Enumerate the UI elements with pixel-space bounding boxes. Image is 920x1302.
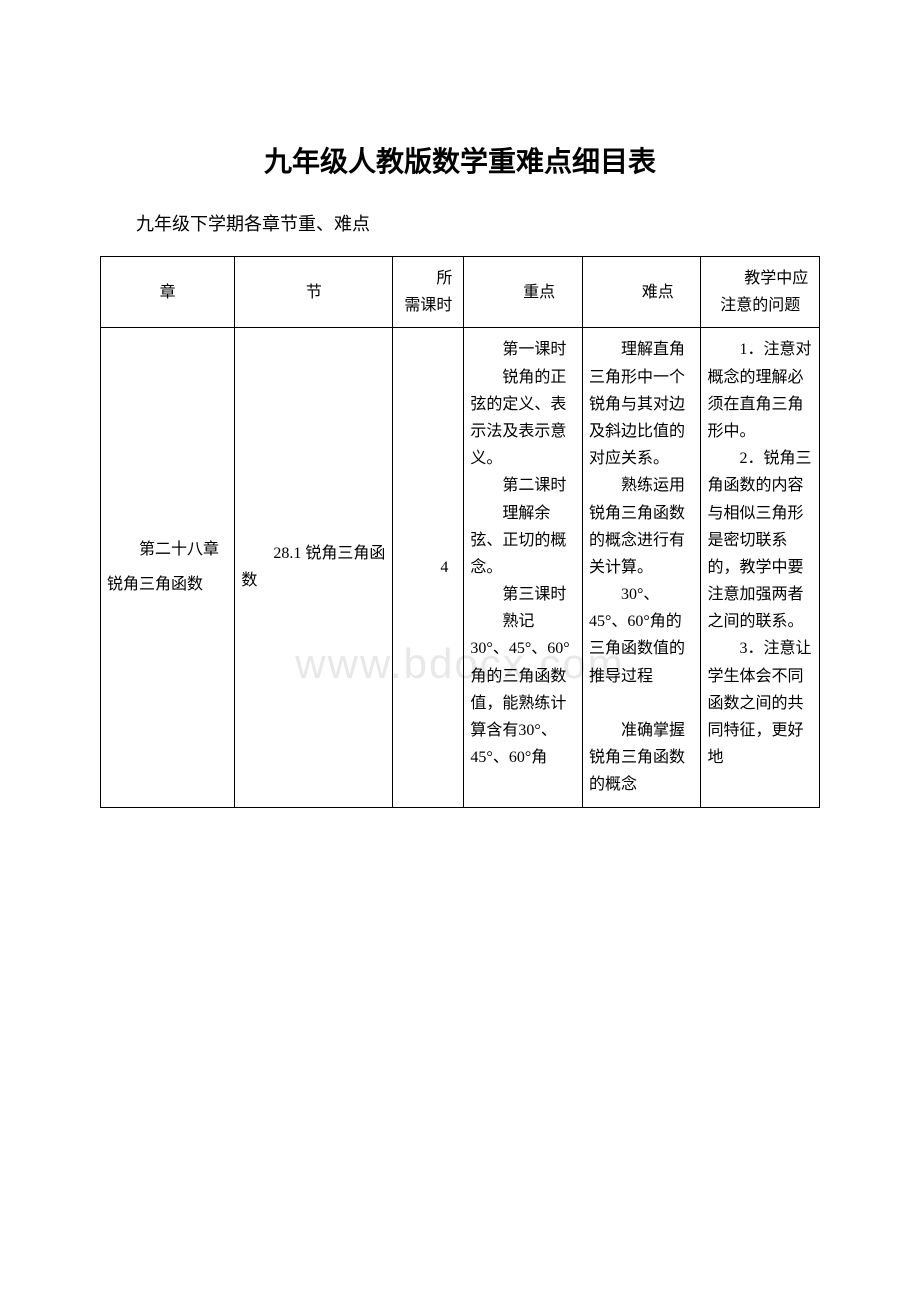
difficult-p1: 理解直角三角形中一个锐角与其对边及斜边比值的对应关系。 xyxy=(589,336,695,472)
teaching-p1: 1．注意对概念的理解必须在直角三角形中。 xyxy=(707,336,813,445)
table-header-row: 章 节 所需课时 重点 难点 教学中应注意的问题 xyxy=(101,257,820,328)
keypoint-p6: 熟记 30°、45°、60°角的三角函数值，能熟练计算含有30°、45°、60°… xyxy=(470,608,576,771)
keypoint-p3: 第二课时 xyxy=(470,472,576,499)
teaching-p2: 2．锐角三角函数的内容与相似三角形是密切联系的，教学中要注意加强两者之间的联系。 xyxy=(707,445,813,635)
header-keypoints: 重点 xyxy=(470,279,576,306)
table-row: 第二十八章锐角三角函数 28.1 锐角三角函数 4 第一课时 锐角的正弦的定义、… xyxy=(101,328,820,807)
keypoint-p4: 理解余弦、正切的概念。 xyxy=(470,500,576,582)
chapter-text: 第二十八章锐角三角函数 xyxy=(107,532,228,602)
header-chapter: 章 xyxy=(107,279,228,306)
difficult-p4: 准确掌握锐角三角函数的概念 xyxy=(589,717,695,799)
teaching-p3: 3．注意让学生体会不同函数之间的共同特征，更好地 xyxy=(707,635,813,771)
section-text: 28.1 锐角三角函数 xyxy=(241,540,386,594)
hours-text: 4 xyxy=(399,554,457,581)
page-subtitle: 九年级下学期各章节重、难点 xyxy=(100,210,820,236)
keypoint-p5: 第三课时 xyxy=(470,581,576,608)
header-section: 节 xyxy=(241,279,386,306)
page-title: 九年级人教版数学重难点细目表 xyxy=(100,140,820,180)
main-table: 章 节 所需课时 重点 难点 教学中应注意的问题 第二十八章锐角三角函数 28.… xyxy=(100,256,820,808)
header-teaching: 教学中应注意的问题 xyxy=(707,265,813,319)
keypoint-p2: 锐角的正弦的定义、表示法及表示意义。 xyxy=(470,364,576,473)
difficult-p3: 30°、45°、60°角的三角函数值的推导过程 xyxy=(589,581,695,690)
difficult-p2: 熟练运用锐角三角函数的概念进行有关计算。 xyxy=(589,472,695,581)
keypoint-p1: 第一课时 xyxy=(470,336,576,363)
header-difficult: 难点 xyxy=(589,279,695,306)
header-hours: 所需课时 xyxy=(399,265,457,319)
